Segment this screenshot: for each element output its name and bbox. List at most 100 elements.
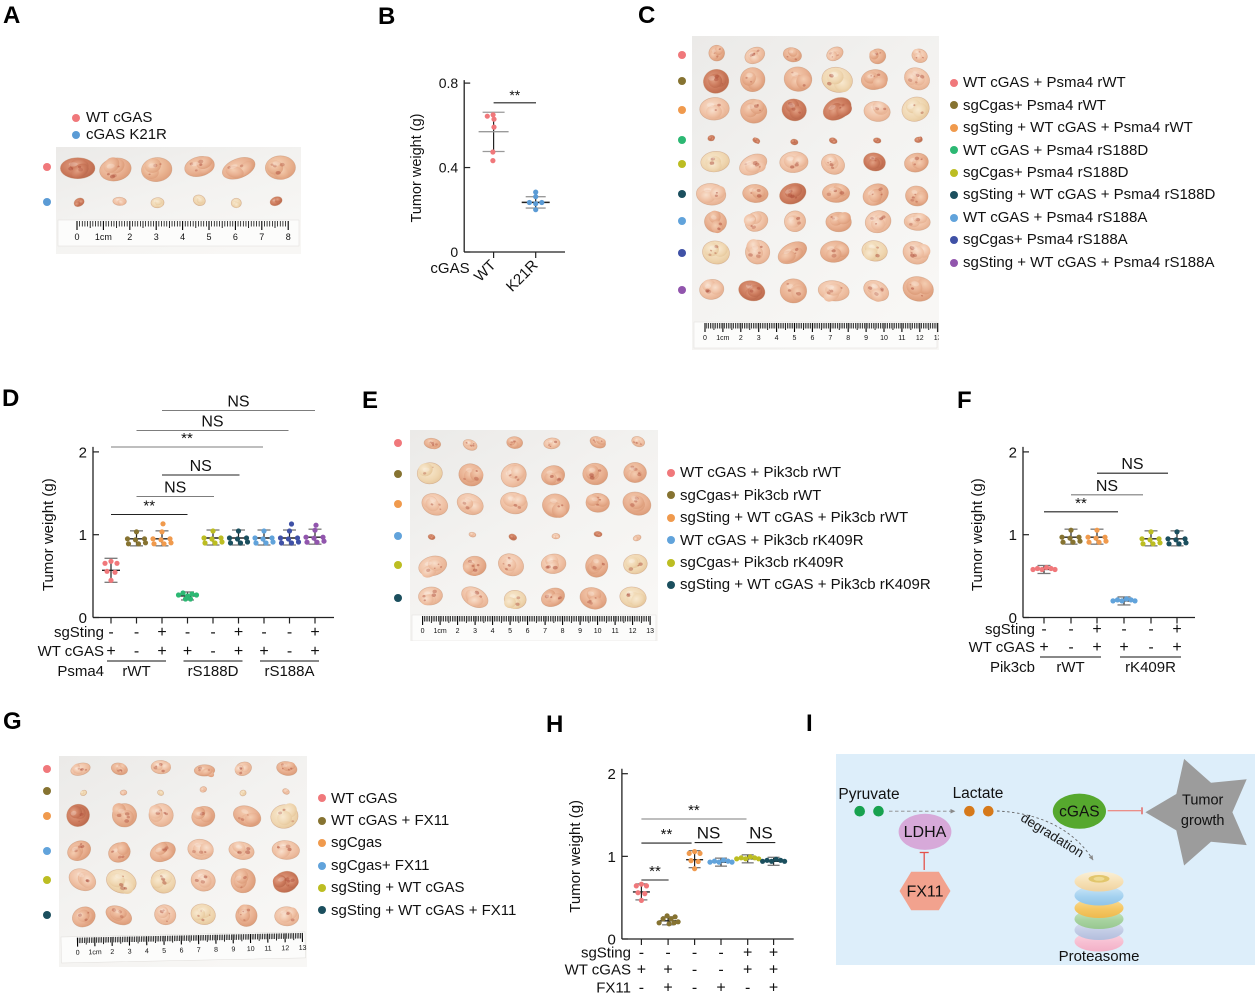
svg-text:rWT: rWT bbox=[122, 663, 150, 680]
svg-text:8: 8 bbox=[846, 335, 850, 342]
svg-text:+: + bbox=[1092, 639, 1101, 656]
svg-text:FX11: FX11 bbox=[906, 884, 943, 901]
svg-text:3: 3 bbox=[757, 335, 761, 342]
svg-text:**: ** bbox=[661, 826, 673, 843]
svg-text:+: + bbox=[769, 979, 778, 995]
svg-text:1cm: 1cm bbox=[433, 628, 446, 635]
svg-text:WT cGAS: WT cGAS bbox=[565, 962, 631, 979]
svg-text:-: - bbox=[692, 979, 697, 995]
svg-text:-: - bbox=[639, 944, 644, 961]
svg-text:+: + bbox=[157, 624, 166, 641]
svg-text:+: + bbox=[1172, 639, 1181, 656]
svg-text:**: ** bbox=[181, 430, 193, 447]
svg-text:1: 1 bbox=[608, 849, 616, 866]
svg-text:-: - bbox=[134, 643, 139, 660]
svg-text:12: 12 bbox=[916, 335, 924, 342]
svg-text:cGAS: cGAS bbox=[430, 260, 469, 277]
svg-text:0: 0 bbox=[703, 335, 707, 342]
svg-text:2: 2 bbox=[608, 766, 616, 783]
svg-text:K21R: K21R bbox=[503, 257, 542, 296]
svg-text:+: + bbox=[1092, 621, 1101, 638]
svg-text:Proteasome: Proteasome bbox=[1059, 948, 1140, 965]
svg-text:-: - bbox=[745, 979, 750, 995]
svg-text:6: 6 bbox=[526, 628, 530, 635]
svg-text:10: 10 bbox=[594, 628, 602, 635]
svg-text:11: 11 bbox=[898, 335, 905, 342]
svg-text:+: + bbox=[663, 979, 672, 995]
svg-text:sgSting: sgSting bbox=[581, 944, 631, 961]
svg-text:Pik3cb: Pik3cb bbox=[990, 659, 1035, 676]
svg-text:Tumor weight (g): Tumor weight (g) bbox=[969, 478, 986, 591]
svg-text:4: 4 bbox=[491, 628, 495, 635]
svg-text:-: - bbox=[1121, 621, 1126, 638]
svg-text:2: 2 bbox=[110, 949, 114, 956]
svg-text:3: 3 bbox=[128, 949, 132, 956]
svg-text:**: ** bbox=[1075, 495, 1087, 512]
svg-text:+: + bbox=[769, 944, 778, 961]
svg-text:-: - bbox=[1041, 621, 1046, 638]
svg-text:Tumor: Tumor bbox=[1182, 793, 1224, 809]
svg-text:9: 9 bbox=[864, 335, 868, 342]
svg-text:-: - bbox=[287, 643, 292, 660]
svg-text:WT cGAS: WT cGAS bbox=[969, 639, 1035, 656]
svg-text:NS: NS bbox=[697, 824, 721, 843]
svg-text:-: - bbox=[639, 979, 644, 995]
svg-text:12: 12 bbox=[281, 945, 289, 952]
svg-text:9: 9 bbox=[231, 946, 235, 953]
svg-text:Tumor weight (g): Tumor weight (g) bbox=[567, 800, 584, 913]
svg-text:2: 2 bbox=[456, 628, 460, 635]
svg-text:+: + bbox=[663, 962, 672, 979]
svg-text:0: 0 bbox=[1009, 610, 1017, 627]
svg-text:NS: NS bbox=[164, 480, 186, 497]
svg-text:-: - bbox=[287, 624, 292, 641]
svg-text:8: 8 bbox=[214, 947, 218, 954]
svg-text:5: 5 bbox=[793, 335, 797, 342]
svg-text:1cm: 1cm bbox=[95, 232, 112, 242]
svg-text:7: 7 bbox=[259, 232, 264, 242]
svg-text:+: + bbox=[637, 962, 646, 979]
svg-text:WT: WT bbox=[471, 257, 500, 286]
svg-text:+: + bbox=[743, 962, 752, 979]
svg-text:2: 2 bbox=[1009, 444, 1017, 461]
svg-text:+: + bbox=[1039, 639, 1048, 656]
svg-text:Lactate: Lactate bbox=[953, 785, 1004, 802]
svg-text:NS: NS bbox=[749, 824, 773, 843]
svg-text:0: 0 bbox=[76, 950, 80, 957]
svg-text:12: 12 bbox=[629, 628, 637, 635]
svg-text:+: + bbox=[310, 624, 319, 641]
svg-text:10: 10 bbox=[247, 946, 255, 953]
svg-text:1cm: 1cm bbox=[88, 949, 102, 956]
svg-text:7: 7 bbox=[197, 947, 201, 954]
svg-text:11: 11 bbox=[611, 628, 618, 635]
svg-text:0: 0 bbox=[74, 232, 79, 242]
svg-text:5: 5 bbox=[162, 948, 166, 955]
svg-text:Pyruvate: Pyruvate bbox=[838, 786, 899, 803]
svg-text:+: + bbox=[769, 962, 778, 979]
svg-text:0: 0 bbox=[450, 244, 458, 260]
svg-text:**: ** bbox=[509, 87, 520, 103]
svg-text:2: 2 bbox=[739, 335, 743, 342]
svg-text:6: 6 bbox=[179, 947, 183, 954]
svg-text:-: - bbox=[1068, 639, 1073, 656]
svg-text:+: + bbox=[234, 624, 243, 641]
svg-text:+: + bbox=[716, 979, 725, 995]
svg-text:NS: NS bbox=[1121, 456, 1143, 473]
svg-text:0: 0 bbox=[421, 628, 425, 635]
svg-text:-: - bbox=[1148, 639, 1153, 656]
svg-text:-: - bbox=[210, 643, 215, 660]
svg-text:4: 4 bbox=[145, 948, 149, 955]
svg-text:Tumor weight (g): Tumor weight (g) bbox=[40, 478, 57, 591]
svg-text:rS188A: rS188A bbox=[264, 663, 314, 680]
svg-text:-: - bbox=[1148, 621, 1153, 638]
svg-text:**: ** bbox=[649, 863, 661, 880]
svg-text:11: 11 bbox=[264, 946, 272, 953]
svg-text:1: 1 bbox=[1009, 527, 1017, 544]
svg-text:-: - bbox=[718, 962, 723, 979]
svg-text:13: 13 bbox=[299, 945, 307, 952]
svg-text:rWT: rWT bbox=[1056, 659, 1084, 676]
svg-text:2: 2 bbox=[79, 444, 87, 461]
svg-text:+: + bbox=[310, 643, 319, 660]
svg-text:WT cGAS: WT cGAS bbox=[38, 643, 104, 660]
svg-text:13: 13 bbox=[934, 335, 942, 342]
svg-text:8: 8 bbox=[561, 628, 565, 635]
